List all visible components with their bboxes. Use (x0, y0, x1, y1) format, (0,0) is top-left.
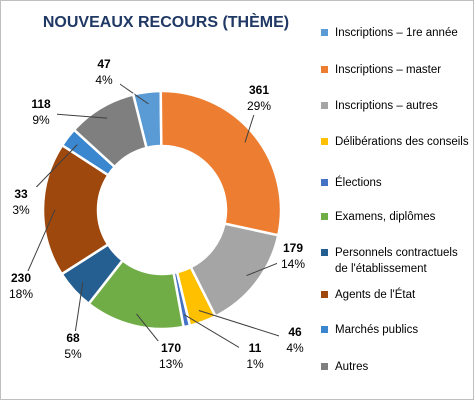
legend-item: Délibérations des conseils (321, 134, 471, 150)
label-bg (243, 83, 275, 115)
value-label: 361 (249, 83, 269, 97)
legend-item: Marchés publics (321, 322, 471, 338)
label-bg (155, 341, 187, 373)
legend-swatch (321, 249, 328, 256)
legend-swatch (321, 363, 328, 370)
donut-slice (159, 89, 283, 237)
label-bg (57, 331, 89, 363)
value-label: 11 (249, 341, 262, 355)
label-bg (279, 325, 311, 357)
label-bg (239, 341, 271, 373)
value-label: 47 (97, 57, 111, 71)
legend-label: Inscriptions – 1re année (335, 27, 458, 39)
label-bg (88, 57, 120, 89)
percent-label: 9% (32, 113, 50, 127)
value-label: 230 (11, 271, 31, 285)
percent-label: 13% (159, 357, 183, 371)
legend-swatch (321, 66, 328, 73)
legend-swatch (321, 179, 328, 186)
legend-swatch (321, 102, 328, 109)
legend-label: Élections (335, 177, 382, 189)
legend-item: Autres (321, 359, 471, 375)
legend-label: Personnels contractuels de l'établisseme… (335, 247, 458, 275)
value-label: 179 (283, 241, 303, 255)
value-label: 170 (161, 341, 181, 355)
legend-item: Inscriptions – master (321, 62, 471, 78)
percent-label: 5% (64, 347, 82, 361)
percent-label: 1% (246, 357, 264, 371)
legend-swatch (321, 326, 328, 333)
value-label: 68 (66, 331, 80, 345)
legend-label: Marchés publics (335, 324, 419, 336)
label-bg (5, 271, 37, 303)
leader-line (198, 309, 296, 342)
percent-label: 18% (9, 287, 33, 301)
legend-label: Examens, diplômes (335, 211, 436, 223)
legend-label: Délibérations des conseils (335, 136, 469, 148)
legend-label: Inscriptions – master (335, 64, 442, 76)
legend-swatch (321, 213, 328, 220)
value-label: 33 (14, 187, 28, 201)
value-label: 46 (288, 325, 302, 339)
legend-item: Inscriptions – autres (321, 98, 471, 114)
legend-swatch (321, 291, 328, 298)
percent-label: 14% (281, 257, 305, 271)
percent-label: 4% (95, 73, 113, 87)
label-bg (5, 187, 37, 219)
donut-slice (72, 93, 149, 169)
legend-item: Personnels contractuels de l'établisseme… (321, 245, 471, 277)
percent-label: 29% (247, 99, 271, 113)
chart-title: NOUVEAUX RECOURS (THÈME) (43, 12, 289, 31)
legend-label: Inscriptions – autres (335, 100, 438, 112)
legend-label: Autres (335, 361, 369, 373)
legend-item: Examens, diplômes (321, 209, 471, 225)
legend-item: Inscriptions – 1re année (321, 25, 471, 41)
label-bg (277, 241, 309, 273)
percent-label: 4% (286, 341, 304, 355)
label-bg (25, 97, 57, 129)
legend-item: Élections (321, 175, 471, 191)
legend-swatch (321, 29, 328, 36)
percent-label: 3% (12, 203, 30, 217)
legend-item: Agents de l'État (321, 287, 471, 303)
value-label: 118 (31, 97, 51, 111)
legend-label: Agents de l'État (335, 289, 416, 301)
legend-swatch (321, 138, 328, 145)
